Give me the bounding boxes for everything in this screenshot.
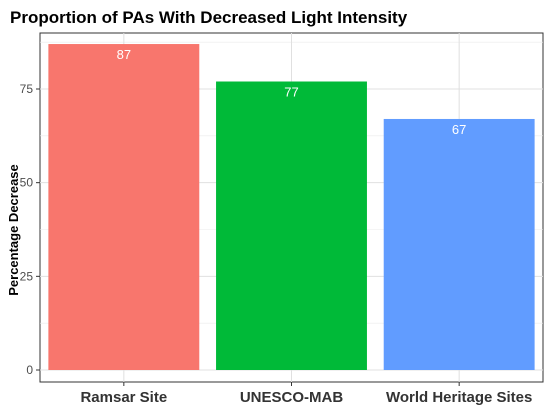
bar-world-heritage-sites bbox=[383, 118, 535, 371]
x-tick-label: Ramsar Site bbox=[80, 389, 167, 406]
y-axis: 0 25 50 75 bbox=[20, 82, 40, 377]
data-labels: 87 77 67 bbox=[117, 47, 467, 137]
y-tick-label: 50 bbox=[20, 176, 34, 190]
bar-unesco-mab bbox=[216, 81, 367, 371]
bars bbox=[48, 44, 535, 371]
chart-title: Proportion of PAs With Decreased Light I… bbox=[10, 8, 408, 27]
data-label: 67 bbox=[452, 122, 466, 137]
y-tick-label: 75 bbox=[20, 82, 34, 96]
x-tick-label: World Heritage Sites bbox=[386, 389, 532, 406]
data-label: 87 bbox=[117, 47, 131, 62]
x-axis: Ramsar Site UNESCO-MAB World Heritage Site… bbox=[80, 382, 532, 406]
y-tick-label: 0 bbox=[26, 363, 33, 377]
data-label: 77 bbox=[284, 85, 298, 100]
y-axis-label: Percentage Decrease bbox=[6, 164, 21, 296]
y-tick-label: 25 bbox=[20, 269, 34, 283]
bar-ramsar-site bbox=[48, 44, 200, 370]
x-tick-label: UNESCO-MAB bbox=[240, 389, 343, 406]
